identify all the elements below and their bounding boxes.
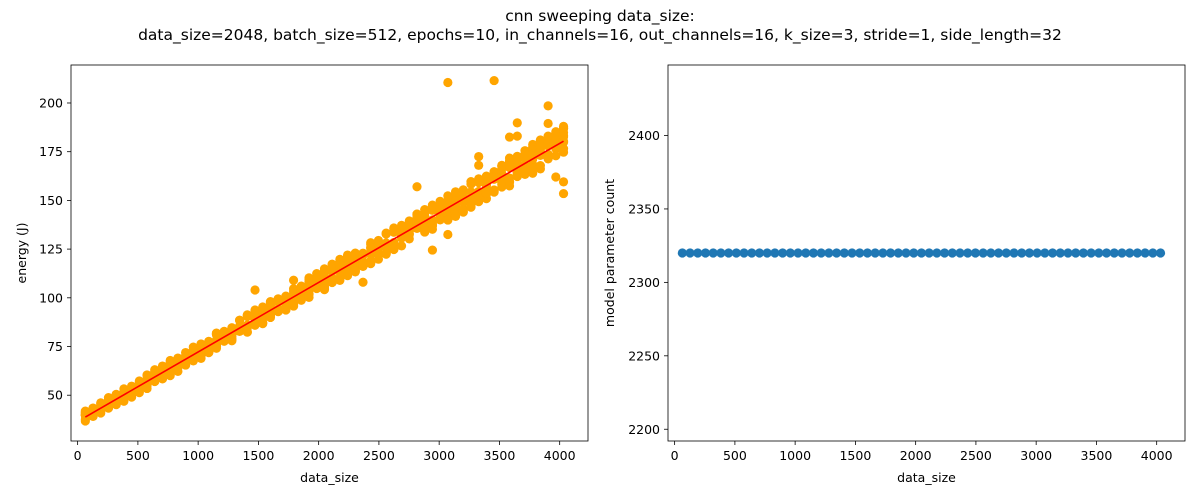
x-tick-label: 3500 [484,448,516,463]
energy-point [289,276,298,285]
x-tick-label: 2500 [960,448,992,463]
energy-point [412,210,421,219]
energy-point [397,241,406,250]
energy-point [428,245,437,254]
x-tick-label: 1500 [839,448,871,463]
x-tick-label: 3500 [1081,448,1113,463]
y-tick-label: 125 [39,242,63,257]
y-tick-label: 2250 [628,348,660,363]
energy-point [559,177,568,186]
energy-point [513,132,522,141]
energy-point [544,119,553,128]
energy-point [551,172,560,181]
x-tick-label: 4000 [1141,448,1173,463]
energy-point [459,207,468,216]
energy-point [451,212,460,221]
energy-point [320,283,329,292]
y-tick-label: 50 [47,388,63,403]
energy-point [250,285,259,294]
x-tick-label: 1000 [779,448,811,463]
y-tick-label: 2400 [628,128,660,143]
energy-point [366,256,375,265]
x-tick-label: 500 [126,448,150,463]
y-tick-label: 2350 [628,201,660,216]
energy-point [490,76,499,85]
energy-point [559,189,568,198]
y-axis-label: model parameter count [602,179,617,327]
energy-point [559,144,568,153]
energy-point [505,177,514,186]
y-tick-label: 200 [39,95,63,110]
x-tick-label: 500 [723,448,747,463]
energy-point [443,230,452,239]
x-tick-label: 0 [671,448,679,463]
x-tick-label: 2000 [303,448,335,463]
y-tick-label: 2200 [628,422,660,437]
energy-point [358,278,367,287]
y-tick-label: 100 [39,290,63,305]
param-point [1156,248,1165,257]
x-tick-label: 2500 [363,448,395,463]
y-tick-label: 75 [47,339,63,354]
energy-point [536,161,545,170]
energy-point [490,188,499,197]
energy-point [559,128,568,137]
x-axis-label: data_size [300,470,359,485]
energy-point [289,300,298,309]
energy-point [466,180,475,189]
energy-point [513,118,522,127]
x-tick-label: 3000 [423,448,455,463]
x-tick-label: 3000 [1020,448,1052,463]
x-tick-label: 2000 [900,448,932,463]
energy-point [544,101,553,110]
y-tick-label: 2300 [628,275,660,290]
fit-line [85,141,563,417]
energy-point [474,152,483,161]
y-axis-label: energy (J) [14,223,29,284]
energy-point [474,161,483,170]
y-tick-label: 175 [39,144,63,159]
energy-point [443,78,452,87]
x-tick-label: 1500 [242,448,274,463]
x-tick-label: 0 [74,448,82,463]
x-axis-label: data_size [897,470,956,485]
x-tick-label: 1000 [182,448,214,463]
x-tick-label: 4000 [544,448,576,463]
energy-point [258,319,267,328]
energy-point [412,182,421,191]
energy-point [520,170,529,179]
y-tick-label: 150 [39,193,63,208]
